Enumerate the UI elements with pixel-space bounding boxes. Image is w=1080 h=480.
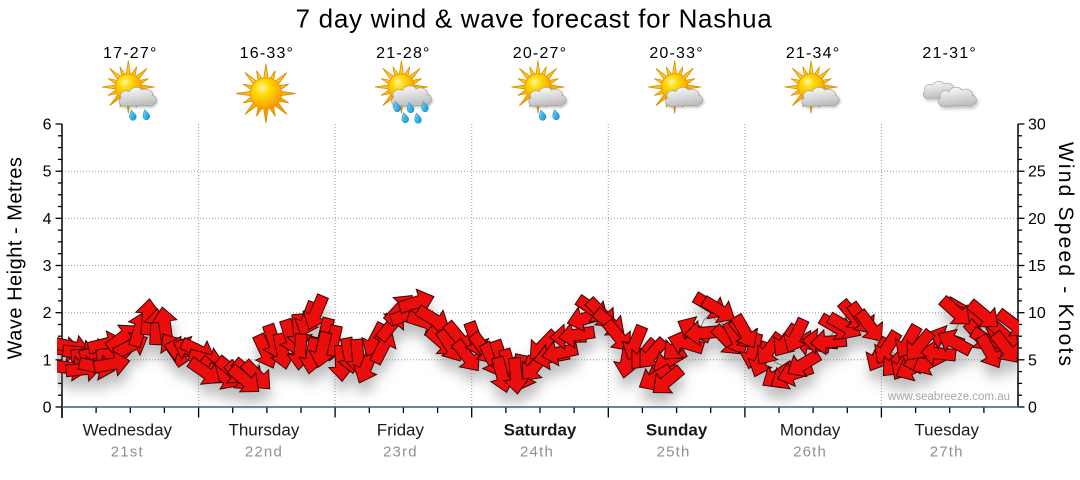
svg-text:0: 0 <box>43 400 52 417</box>
svg-text:25th: 25th <box>657 444 691 461</box>
svg-text:Thursday: Thursday <box>228 421 299 440</box>
svg-text:Wind Speed - Knots: Wind Speed - Knots <box>1054 142 1077 368</box>
svg-text:Saturday: Saturday <box>504 421 577 440</box>
svg-text:3: 3 <box>43 258 52 275</box>
svg-text:0: 0 <box>1028 400 1037 417</box>
svg-text:20-27°: 20-27° <box>513 45 568 62</box>
svg-text:21st: 21st <box>111 444 144 461</box>
svg-text:www.seabreeze.com.au: www.seabreeze.com.au <box>887 391 1010 403</box>
svg-text:21-31°: 21-31° <box>922 45 977 62</box>
svg-text:22nd: 22nd <box>245 444 283 461</box>
svg-text:25: 25 <box>1028 164 1046 181</box>
svg-text:21-34°: 21-34° <box>786 45 841 62</box>
svg-text:Wednesday: Wednesday <box>83 421 173 440</box>
svg-text:30: 30 <box>1028 117 1046 134</box>
svg-text:Wave Height - Metres: Wave Height - Metres <box>5 157 27 360</box>
svg-text:20-33°: 20-33° <box>649 45 704 62</box>
svg-text:4: 4 <box>43 211 52 228</box>
svg-text:5: 5 <box>1028 352 1037 369</box>
svg-text:27th: 27th <box>930 444 964 461</box>
svg-text:2: 2 <box>43 305 52 322</box>
svg-text:23rd: 23rd <box>383 444 418 461</box>
svg-text:24th: 24th <box>520 444 554 461</box>
svg-text:Sunday: Sunday <box>646 421 708 440</box>
svg-text:5: 5 <box>43 164 52 181</box>
svg-text:Tuesday: Tuesday <box>914 421 979 440</box>
svg-text:21-28°: 21-28° <box>376 45 431 62</box>
svg-text:Friday: Friday <box>377 421 425 440</box>
svg-text:16-33°: 16-33° <box>240 45 295 62</box>
svg-text:17-27°: 17-27° <box>103 45 158 62</box>
svg-text:20: 20 <box>1028 211 1046 228</box>
svg-text:Monday: Monday <box>780 421 841 440</box>
svg-text:26th: 26th <box>793 444 827 461</box>
svg-text:7 day wind & wave forecast for: 7 day wind & wave forecast for Nashua <box>296 4 773 34</box>
svg-text:1: 1 <box>43 352 52 369</box>
svg-text:15: 15 <box>1028 258 1046 275</box>
svg-text:6: 6 <box>43 117 52 134</box>
svg-text:10: 10 <box>1028 305 1046 322</box>
